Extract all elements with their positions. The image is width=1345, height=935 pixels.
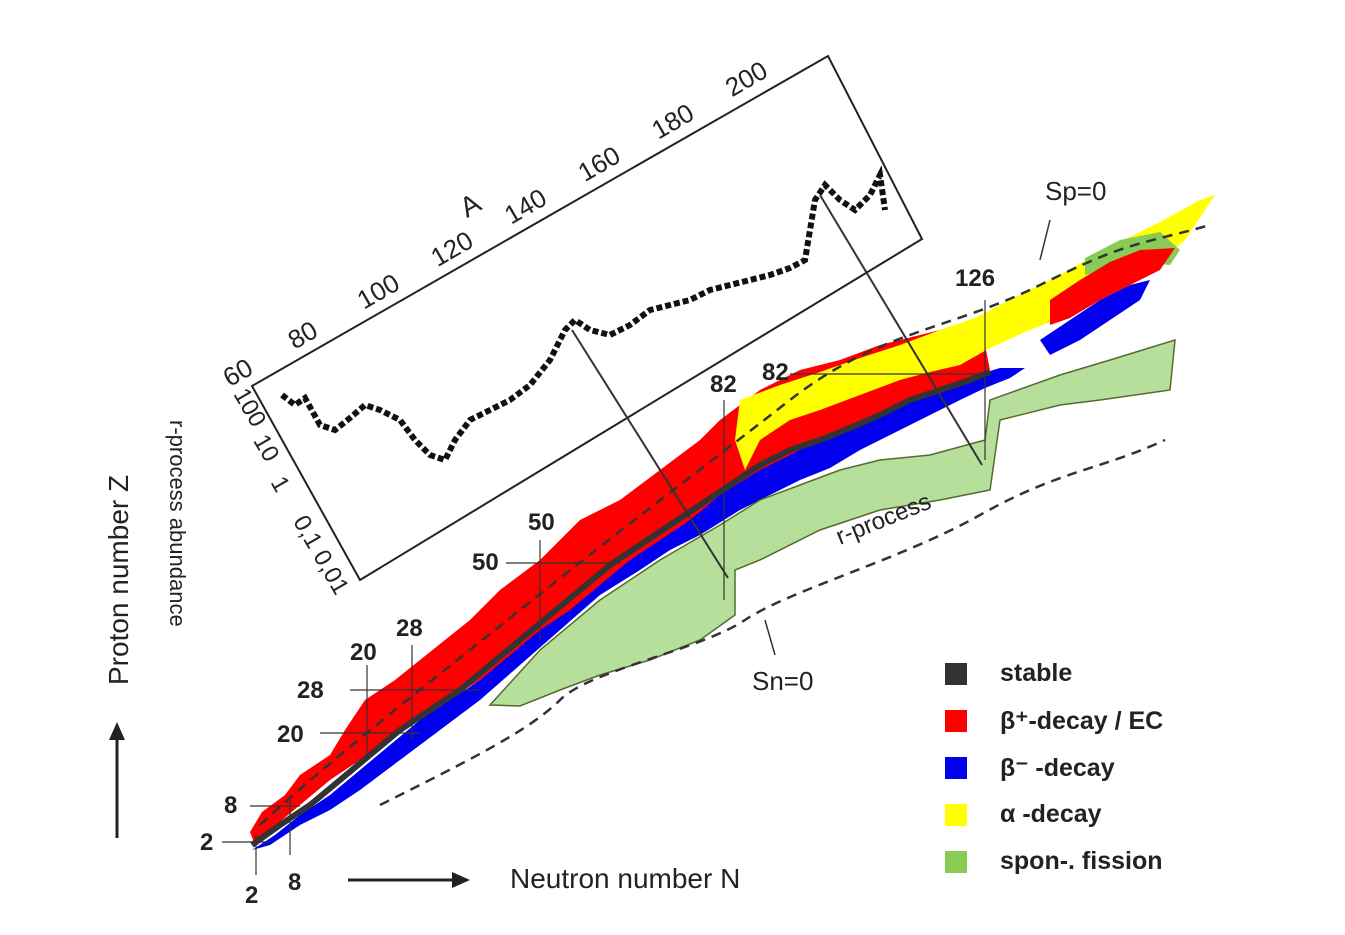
nuclide-map [250, 195, 1215, 850]
legend-item-fission: spon-. fission [945, 838, 1163, 885]
abundance-curve [280, 165, 888, 464]
y-tick-0-1: 0,1 [287, 511, 327, 553]
legend-item-beta-plus: β⁺-decay / EC [945, 697, 1163, 744]
legend-item-stable: stable [945, 650, 1163, 697]
magic-n126-label: 126 [955, 265, 995, 292]
y-axis-arrowhead [109, 722, 125, 740]
magic-n82-label: 82 [710, 371, 737, 398]
inset-frame [250, 54, 924, 582]
legend-label-beta-minus: β⁻ -decay [1000, 753, 1115, 782]
legend-swatch-stable [945, 662, 967, 685]
magic-z50-label: 50 [472, 549, 499, 576]
inset-a-label: A [454, 187, 486, 223]
beta-minus-region [252, 368, 1025, 850]
sp-pointer [1039, 219, 1051, 261]
magic-z28-label: 28 [297, 677, 324, 704]
y-axis-label: Proton number Z [103, 475, 134, 685]
legend-label-beta-plus: β⁺-decay / EC [1000, 706, 1164, 735]
r-process-band [488, 338, 1176, 707]
legend-item-alpha: α -decay [945, 791, 1163, 838]
legend-label-alpha: α -decay [1000, 800, 1102, 828]
beta-plus-region-heavy [1050, 248, 1175, 325]
beta-minus-region-heavy [1040, 280, 1150, 355]
stability-valley [250, 369, 992, 848]
sp-label: Sp=0 [1045, 176, 1106, 206]
magic-n20-label: 20 [350, 639, 377, 666]
proton-dripline [259, 223, 1211, 826]
magic-n8-label: 8 [288, 869, 301, 896]
sn-pointer [764, 619, 776, 656]
legend-label-stable: stable [1000, 659, 1073, 687]
legend-label-fission: spon-. fission [1000, 847, 1163, 875]
magic-z20-label: 20 [277, 721, 304, 748]
legend: stable β⁺-decay / EC β⁻ -decay α -decay … [945, 650, 1163, 885]
magic-n28-label: 28 [396, 615, 423, 642]
magic-z82-label: 82 [762, 359, 789, 386]
legend-swatch-beta-plus [945, 709, 967, 732]
legend-swatch-alpha [945, 803, 967, 826]
x-axis-arrowhead [452, 872, 470, 888]
y-tick-1: 1 [265, 472, 295, 497]
inset-ylabel: r-process abundance [165, 420, 190, 627]
sn-label: Sn=0 [752, 666, 813, 696]
magic-lines [222, 300, 990, 875]
legend-swatch-fission [945, 850, 967, 873]
legend-swatch-beta-minus [945, 756, 967, 779]
legend-item-beta-minus: β⁻ -decay [945, 744, 1163, 791]
magic-n50-label: 50 [528, 509, 555, 536]
magic-z8-label: 8 [224, 792, 237, 819]
magic-z2-label: 2 [200, 829, 213, 856]
x-axis-label: Neutron number N [510, 863, 740, 894]
magic-n2-label: 2 [245, 882, 258, 909]
neutron-dripline [379, 438, 1166, 807]
